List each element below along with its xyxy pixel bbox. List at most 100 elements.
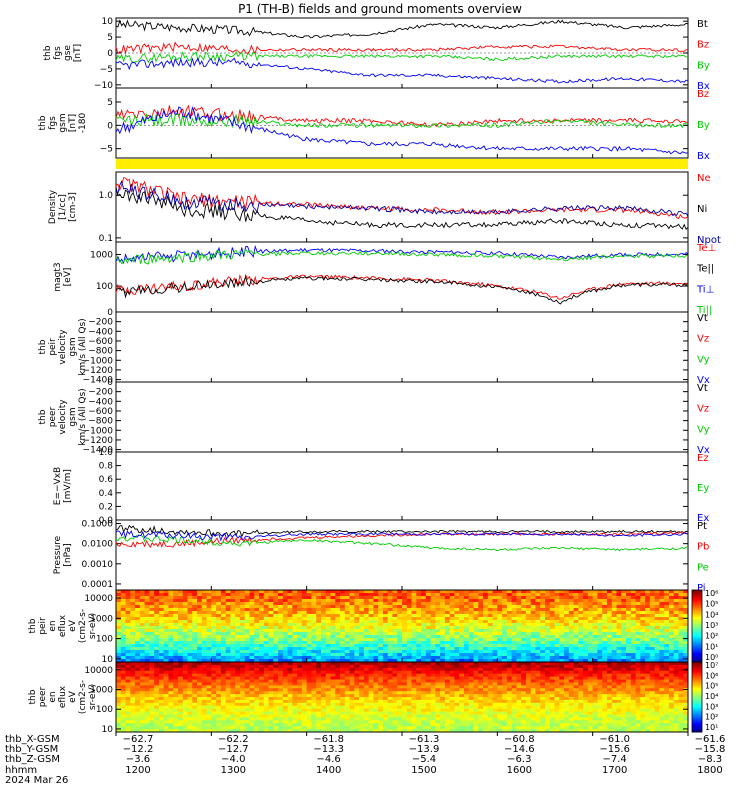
spectrogram-cell <box>163 590 169 594</box>
spectrogram-cell <box>602 641 608 645</box>
spectrogram-cell <box>254 644 260 648</box>
spectrogram-cell <box>373 679 379 683</box>
spectrogram-cell <box>659 644 665 648</box>
spectrogram-cell <box>182 611 188 615</box>
spectrogram-cell <box>430 614 436 618</box>
spectrogram-cell <box>626 629 632 633</box>
spectrogram-cell <box>125 644 131 648</box>
spectrogram-cell <box>120 629 126 633</box>
spectrogram-cell <box>149 711 155 715</box>
spectrogram-cell <box>640 614 646 618</box>
spectrogram-cell <box>201 670 207 675</box>
spectrogram-cell <box>116 705 122 710</box>
spectrogram-cell <box>392 697 398 701</box>
spectrogram-cell <box>168 605 174 609</box>
spectrogram-cell <box>349 726 355 730</box>
spectrogram-cell <box>125 679 131 683</box>
spectrogram-cell <box>559 611 565 615</box>
spectrogram-cell <box>197 702 203 707</box>
spectrogram-cell <box>430 647 436 651</box>
spectrogram-cell <box>316 729 322 733</box>
spectrogram-cell <box>192 653 198 657</box>
spectrogram-cell <box>239 650 246 654</box>
spectrogram-cell <box>626 605 632 609</box>
spectrogram-cell <box>182 647 188 651</box>
spectrogram-cell <box>287 620 293 624</box>
spectrogram-cell <box>425 708 431 712</box>
spectrogram-cell <box>149 650 155 654</box>
spectrogram-cell <box>239 653 246 657</box>
spectrogram-cell <box>421 723 427 727</box>
spectrogram-cell <box>182 662 188 666</box>
spectrogram-cell <box>621 659 627 663</box>
spectrogram-cell <box>263 596 269 600</box>
spectrogram-cell <box>392 656 398 660</box>
spectrogram-cell <box>406 729 412 733</box>
spectrogram-cell <box>330 629 336 633</box>
spectrogram-cell <box>487 632 493 636</box>
spectrogram-cell <box>316 659 322 663</box>
spectrogram-cell <box>116 679 122 683</box>
spectrogram-cell <box>559 593 565 597</box>
spectrogram-cell <box>592 623 598 627</box>
spectrogram-cell <box>163 685 169 689</box>
spectrogram-cell <box>225 602 231 606</box>
spectrogram-cell <box>325 596 331 600</box>
spectrogram-cell <box>683 641 689 645</box>
spectrogram-cell <box>649 599 656 603</box>
spectrogram-cell <box>559 650 565 654</box>
spectrogram-cell <box>182 723 188 727</box>
spectrogram-cell <box>158 623 165 627</box>
spectrogram-cell <box>187 682 193 686</box>
spectrogram-cell <box>344 702 350 707</box>
spectrogram-cell <box>235 617 241 621</box>
spectrogram-cell <box>244 641 250 645</box>
spectrogram-cell <box>311 694 317 698</box>
spectrogram-cell <box>282 697 288 701</box>
spectrogram-cell <box>116 635 122 639</box>
spectrogram-cell <box>430 623 436 627</box>
spectrogram-cell <box>206 608 212 612</box>
spectrogram-cell <box>163 641 169 645</box>
spectrogram-cell <box>502 590 508 594</box>
spectrogram-cell <box>316 714 322 718</box>
spectrogram-cell <box>325 673 331 677</box>
spectrogram-cell <box>230 596 236 600</box>
spectrogram-cell <box>554 629 560 633</box>
spectrogram-cell <box>349 632 355 636</box>
spectrogram-cell <box>120 623 126 627</box>
spectrogram-cell <box>340 641 346 645</box>
spectrogram-cell <box>449 662 455 666</box>
spectrogram-cell <box>239 599 246 603</box>
ytick-label: 0 <box>107 308 113 318</box>
spectrogram-cell <box>216 688 222 692</box>
spectrogram-cell <box>397 620 403 624</box>
spectrogram-cell <box>468 653 474 657</box>
spectrogram-cell <box>483 608 489 612</box>
spectrogram-cell <box>425 596 431 600</box>
spectrogram-cell <box>297 711 303 715</box>
spectrogram-cell <box>149 623 155 627</box>
spectrogram-cell <box>587 638 594 642</box>
spectrogram-cell <box>230 653 236 657</box>
spectrogram-cell <box>559 590 565 594</box>
spectrogram-cell <box>616 590 622 594</box>
spectrogram-cell <box>506 653 513 657</box>
spectrogram-cell <box>606 653 613 657</box>
spectrogram-cell <box>444 691 451 695</box>
spectrogram-cell <box>273 659 279 663</box>
spectrogram-cell <box>268 664 274 669</box>
spectrogram-cell <box>192 711 198 715</box>
spectrogram-cell <box>463 694 470 698</box>
spectrogram-cell <box>444 729 451 733</box>
spectrogram-cell <box>182 682 188 686</box>
spectrogram-cell <box>363 644 370 648</box>
spectrogram-cell <box>330 647 336 651</box>
spectrogram-cell <box>325 659 331 663</box>
spectrogram-cell <box>182 650 188 654</box>
spectrogram-cell <box>216 699 222 704</box>
spectrogram-cell <box>640 635 646 639</box>
spectrogram-cell <box>535 653 541 657</box>
spectrogram-cell <box>311 614 317 618</box>
